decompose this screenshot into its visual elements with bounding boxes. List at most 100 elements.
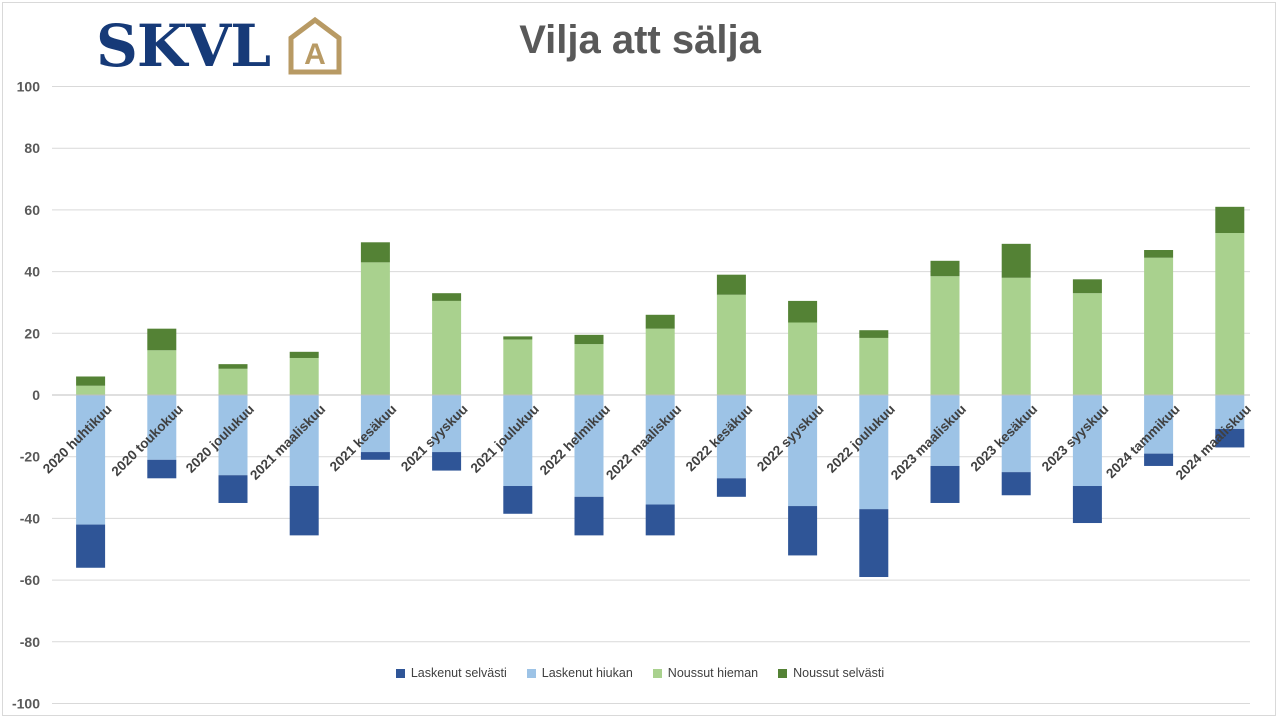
bar-segment <box>788 395 818 507</box>
bar-segment <box>645 314 675 329</box>
bar-segment <box>716 274 746 295</box>
bar-segment <box>289 357 319 395</box>
bar-segment <box>503 486 533 514</box>
bar-segment <box>859 395 889 510</box>
bar-segment <box>1072 395 1102 487</box>
bar-segment <box>147 328 177 351</box>
bar-segment <box>930 260 960 277</box>
y-tick-label: 60 <box>24 202 40 218</box>
bar-segment <box>432 300 462 395</box>
y-tick-label: 80 <box>24 140 40 156</box>
bar-segment <box>218 364 248 369</box>
logo-wordmark: SKVL <box>96 12 271 80</box>
y-tick-label: 20 <box>24 325 40 341</box>
bar-segment <box>788 300 818 323</box>
bar-segment <box>289 486 319 536</box>
bar-segment <box>1215 206 1245 234</box>
bar-segment <box>1144 257 1174 395</box>
legend-swatch <box>778 668 788 678</box>
bar-segment <box>645 395 675 505</box>
bar-segment <box>289 351 319 358</box>
bar-segment <box>574 334 604 345</box>
legend-label: Laskenut selvästi <box>410 666 507 680</box>
bar-segment <box>574 344 604 395</box>
legend-label: Noussut selvästi <box>793 666 885 680</box>
y-tick-label: 40 <box>24 264 40 280</box>
bar-segment <box>859 509 889 578</box>
logo-mark-letter: A <box>304 38 326 71</box>
bar-segment <box>360 242 390 263</box>
bar-segment <box>788 322 818 395</box>
legend-item: Laskenut hiukan <box>526 666 633 680</box>
bar-segment <box>930 276 960 395</box>
y-tick-label: 100 <box>17 79 41 95</box>
bar-segment <box>76 385 106 395</box>
bar-segment <box>930 395 960 466</box>
bar-segment <box>1001 395 1031 473</box>
skvl-logo: SKVL A <box>96 14 348 78</box>
chart-title: Vilja att sälja <box>519 18 761 62</box>
bar-segment <box>716 478 746 497</box>
bar-segment <box>218 395 248 476</box>
bar-segment <box>859 337 889 395</box>
legend-label: Laskenut hiukan <box>541 666 633 680</box>
y-tick-label: -80 <box>20 634 40 650</box>
bar-segment <box>1072 293 1102 395</box>
bar-segment <box>360 452 390 460</box>
bar-segment <box>147 459 177 479</box>
bar-segment <box>645 328 675 395</box>
bar-segment <box>432 395 462 453</box>
bar-segment <box>218 475 248 503</box>
bar-segment <box>1072 279 1102 294</box>
bar-segment <box>76 376 106 386</box>
bar-segment <box>1144 395 1174 454</box>
bar-segment <box>645 504 675 536</box>
bar-segment <box>1215 233 1245 395</box>
chart-legend: Laskenut selvästi Laskenut hiukan Noussut … <box>0 666 1280 680</box>
bar-segment <box>716 395 746 479</box>
bar-segment <box>788 506 818 556</box>
bars <box>76 206 1245 578</box>
bar-segment <box>147 350 177 395</box>
legend-item: Noussut hieman <box>652 666 759 680</box>
bar-segment <box>503 395 533 487</box>
bar-segment <box>147 395 177 460</box>
legend-item: Noussut selvästi <box>778 666 884 680</box>
bar-segment <box>1001 472 1031 496</box>
bar-segment <box>76 395 106 525</box>
legend-swatch <box>526 668 536 678</box>
bar-segment <box>1215 395 1245 429</box>
bar-segment <box>432 452 462 471</box>
y-tick-label: -60 <box>20 572 40 588</box>
bar-segment <box>503 339 533 395</box>
bar-segment <box>360 262 390 395</box>
bar-segment <box>930 465 960 503</box>
bar-segment <box>1144 453 1174 466</box>
legend-swatch <box>395 668 405 678</box>
bar-segment <box>1215 428 1245 448</box>
bar-segment <box>1144 250 1174 258</box>
bar-segment <box>1072 486 1102 524</box>
bar-segment <box>503 336 533 340</box>
legend-item: Laskenut selvästi <box>395 666 507 680</box>
y-tick-label: -20 <box>20 449 40 465</box>
bar-segment <box>218 368 248 395</box>
bar-segment <box>1001 277 1031 395</box>
y-tick-label: -100 <box>12 696 40 712</box>
bar-segment <box>574 496 604 536</box>
bar-segment <box>574 395 604 497</box>
bar-segment <box>360 395 390 453</box>
bar-segment <box>1001 243 1031 278</box>
bar-segment <box>76 524 106 568</box>
bar-segment <box>432 293 462 301</box>
bar-segment <box>859 330 889 338</box>
legend-swatch <box>652 668 662 678</box>
legend-label: Noussut hieman <box>667 666 759 680</box>
bar-segment <box>716 294 746 395</box>
logo-house-icon: A <box>288 16 342 75</box>
bar-segment <box>289 395 319 487</box>
y-tick-label: 0 <box>32 387 40 403</box>
y-tick-label: -40 <box>20 510 40 526</box>
